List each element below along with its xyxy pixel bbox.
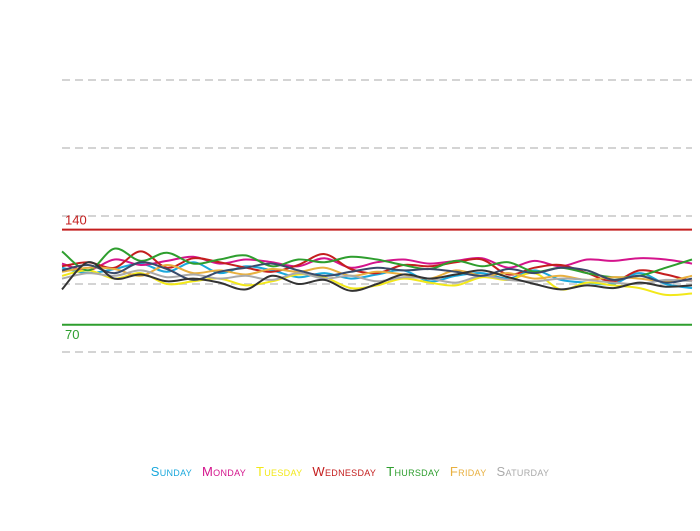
series-line-monday xyxy=(61,255,693,272)
series-line-tuesday xyxy=(61,269,693,297)
legend-item-tuesday[interactable]: Tuesday xyxy=(256,464,303,479)
legend: Sunday Monday Tuesday Wednesday Thursday Frid… xyxy=(0,464,700,479)
legend-item-wednesday[interactable]: Wednesday xyxy=(312,464,377,479)
series-lines xyxy=(61,247,693,297)
reference-label-140: 140 xyxy=(65,213,87,228)
series-line-thursday xyxy=(61,247,693,279)
legend-item-friday[interactable]: Friday xyxy=(449,464,487,479)
series-line-unnamed-8 xyxy=(61,261,693,292)
legend-item-sunday[interactable]: Sunday xyxy=(150,464,193,479)
series-line-unnamed-7 xyxy=(61,261,693,284)
legend-item-monday[interactable]: Monday xyxy=(202,464,247,479)
grid-layer xyxy=(62,79,692,353)
legend-item-thursday[interactable]: Thursday xyxy=(386,464,440,479)
reference-label-70: 70 xyxy=(65,327,79,342)
series-line-saturday xyxy=(61,269,693,286)
reference-lines: 140 70 xyxy=(62,213,692,342)
legend-item-saturday[interactable]: Saturday xyxy=(496,464,550,479)
